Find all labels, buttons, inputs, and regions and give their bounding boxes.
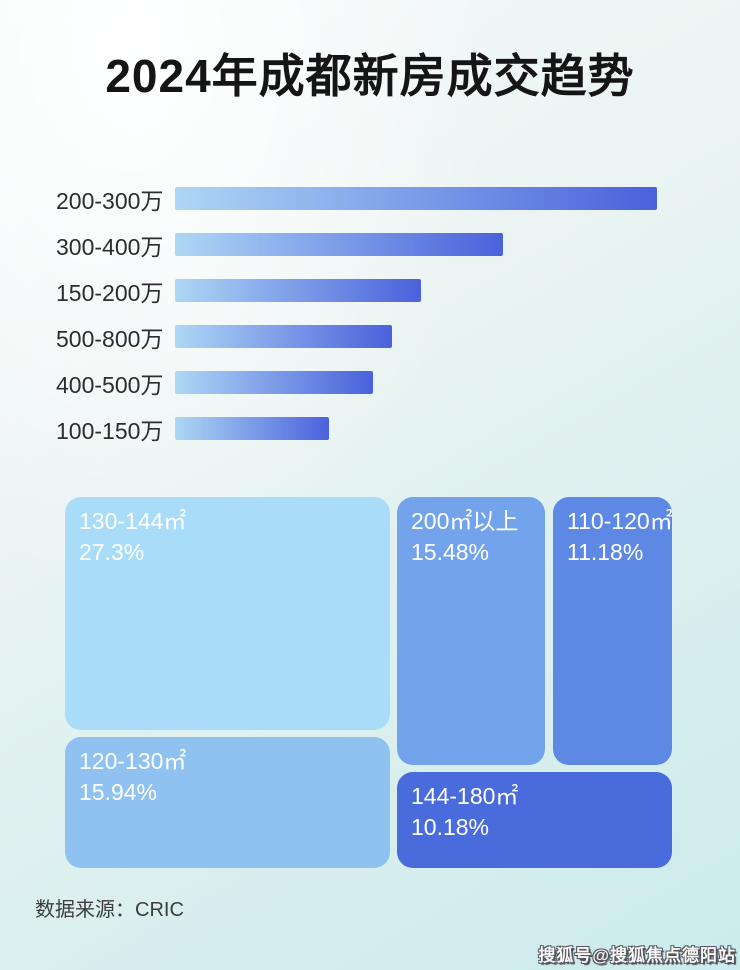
bar: [175, 325, 392, 348]
bar-category-label: 400-500万: [56, 371, 164, 398]
bar: [175, 371, 373, 394]
bar-row: 300-400万: [0, 233, 740, 260]
treemap-cell-label: 144-180㎡: [411, 783, 519, 809]
treemap-cell-value: 27.3%: [79, 539, 145, 565]
bar-category-label: 500-800万: [56, 325, 164, 352]
data-source-note: 数据来源：CRIC: [35, 899, 184, 921]
treemap-cell-value: 15.48%: [411, 539, 490, 565]
treemap-cell: 130-144㎡ 27.3%: [65, 497, 390, 730]
bar-category-label: 150-200万: [56, 279, 164, 306]
treemap-cell: 110-120㎡ 11.18%: [553, 497, 672, 765]
treemap-cell: 120-130㎡ 15.94%: [65, 737, 390, 868]
bar-row: 150-200万: [0, 279, 740, 306]
watermark-text: 搜狐号@搜狐焦点德阳站: [538, 946, 736, 965]
bar: [175, 233, 503, 256]
price-range-bar-chart: 200-300万 300-400万 150-200万 500-800万 400-500万…: [0, 187, 740, 463]
treemap-cell: 144-180㎡ 10.18%: [397, 772, 672, 868]
bar-category-label: 300-400万: [56, 233, 164, 260]
bar-row: 100-150万: [0, 417, 740, 444]
treemap-cell-label: 130-144㎡: [79, 508, 187, 534]
treemap-cell-label: 200㎡以上: [411, 508, 519, 534]
bar-row: 500-800万: [0, 325, 740, 352]
bar-category-label: 100-150万: [56, 417, 164, 444]
bar-row: 400-500万: [0, 371, 740, 398]
bar: [175, 279, 421, 302]
treemap-cell-value: 15.94%: [79, 779, 158, 805]
bar-category-label: 200-300万: [56, 187, 164, 214]
bar: [175, 417, 329, 440]
treemap-cell-value: 11.18%: [567, 539, 644, 565]
bar: [175, 187, 657, 210]
treemap-cell: 200㎡以上 15.48%: [397, 497, 545, 765]
page-title: 2024年成都新房成交趋势: [105, 50, 635, 102]
treemap-cell-label: 110-120㎡: [567, 508, 672, 534]
treemap-cell-value: 10.18%: [411, 814, 490, 840]
area-size-treemap: 130-144㎡ 27.3% 200㎡以上 15.48% 110-120㎡ 11.18% 1…: [65, 497, 672, 868]
bar-row: 200-300万: [0, 187, 740, 214]
treemap-cell-label: 120-130㎡: [79, 748, 187, 774]
